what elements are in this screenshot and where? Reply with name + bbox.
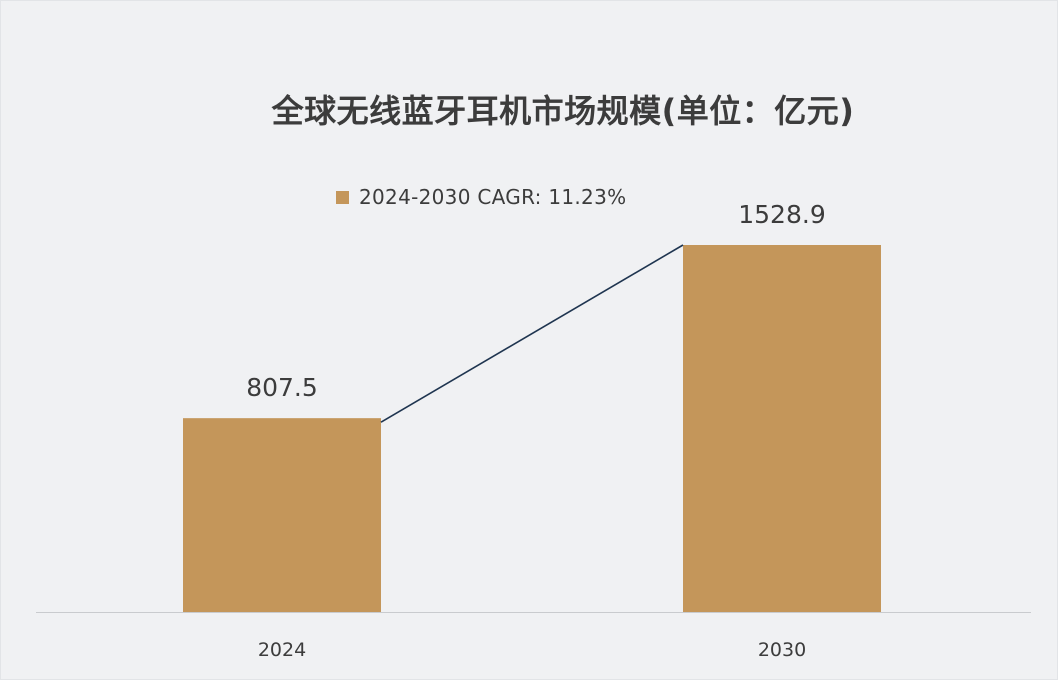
data-label-2024: 807.5 [246, 373, 318, 402]
x-tick-label-2024: 2024 [258, 639, 306, 661]
bar-2030 [683, 245, 881, 612]
x-tick-label-2030: 2030 [758, 639, 806, 661]
legend-swatch [336, 190, 349, 204]
legend: 2024-2030 CAGR: 11.23% [336, 183, 626, 211]
bar-2024 [183, 418, 381, 612]
data-label-2030: 1528.9 [738, 200, 825, 229]
legend-label: 2024-2030 CAGR: 11.23% [359, 185, 627, 209]
cagr-connector-line [380, 244, 684, 423]
chart-title: 全球无线蓝牙耳机市场规模(单位：亿元) [271, 92, 855, 130]
